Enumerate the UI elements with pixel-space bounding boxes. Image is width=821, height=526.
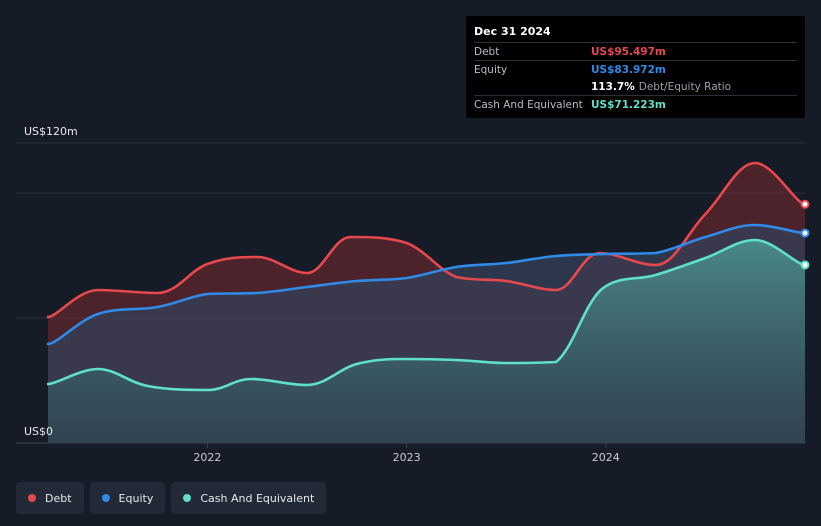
y-axis-min-label: US$0	[24, 425, 53, 438]
tooltip-label: Equity	[474, 63, 508, 76]
x-axis: 2022 2023 2024	[193, 443, 620, 464]
x-tick-label: 2023	[393, 451, 421, 464]
tooltip-row-ratio: 113.7% Debt/Equity Ratio	[474, 78, 797, 95]
x-tick-label: 2024	[592, 451, 620, 464]
legend-dot-icon	[101, 494, 110, 502]
y-axis: US$120m US$0	[24, 125, 78, 438]
legend-label: Cash And Equivalent	[200, 491, 315, 505]
chart-lines	[46, 161, 807, 392]
legend-label: Debt	[45, 491, 72, 505]
chart-endpoints	[800, 199, 810, 270]
endpoint-debt	[800, 199, 810, 209]
chart-legend: Debt Equity Cash And Equivalent	[16, 482, 327, 514]
line-equity	[46, 223, 807, 346]
legend-item-debt[interactable]: Debt	[16, 482, 84, 514]
endpoint-equity	[800, 228, 810, 238]
tooltip-row-cash: Cash And Equivalent US$71.223m	[474, 95, 797, 113]
legend-dot-icon	[28, 494, 36, 502]
chart-areas	[48, 163, 805, 443]
tooltip-row-debt: Debt US$95.497m	[474, 42, 797, 60]
tooltip-note: Debt/Equity Ratio	[638, 80, 732, 93]
tooltip-label: Debt	[474, 45, 500, 58]
tooltip-date: Dec 31 2024	[474, 25, 551, 38]
line-cash-and-equivalent	[46, 238, 807, 392]
tooltip-value: US$71.223m	[591, 98, 666, 111]
x-tick-label: 2022	[193, 451, 221, 464]
tooltip-value: US$83.972m	[591, 63, 666, 76]
y-axis-max-label: US$120m	[24, 125, 78, 138]
line-debt	[46, 161, 807, 319]
legend-label: Equity	[118, 491, 154, 505]
data-tooltip: Dec 31 2024 Debt US$95.497m Equity US$83…	[466, 16, 805, 118]
tooltip-label: Cash And Equivalent	[474, 98, 583, 111]
legend-item-cash[interactable]: Cash And Equivalent	[171, 482, 327, 514]
endpoint-cash-and-equivalent	[800, 260, 810, 270]
legend-item-equity[interactable]: Equity	[89, 482, 166, 514]
legend-dot-icon	[183, 494, 192, 502]
tooltip-row-equity: Equity US$83.972m	[474, 60, 797, 78]
area-cash-and-equivalent	[48, 240, 805, 443]
tooltip-value: 113.7%	[591, 80, 635, 93]
tooltip-value: US$95.497m	[591, 45, 666, 58]
